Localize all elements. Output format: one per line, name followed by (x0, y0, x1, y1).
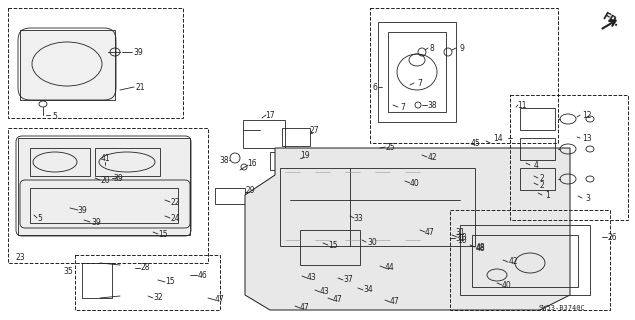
Text: 39: 39 (113, 173, 123, 182)
Bar (510, 95, 628, 220)
Text: 11: 11 (518, 100, 527, 109)
Text: 47: 47 (300, 303, 310, 313)
Text: 31: 31 (455, 228, 465, 236)
Text: 4: 4 (533, 161, 538, 170)
Bar (270, 152, 300, 170)
Bar (215, 188, 245, 204)
Bar (8, 128, 208, 263)
Text: 13: 13 (582, 133, 592, 142)
Text: 15: 15 (165, 277, 175, 286)
Text: 2: 2 (540, 173, 544, 182)
Text: 5: 5 (53, 111, 57, 121)
Bar (520, 108, 555, 130)
Bar (282, 128, 310, 146)
Text: 29: 29 (245, 186, 255, 195)
Text: 7: 7 (418, 78, 422, 87)
Text: 38: 38 (427, 100, 437, 109)
Text: 19: 19 (300, 150, 310, 159)
Text: 30: 30 (367, 237, 377, 246)
Text: 45: 45 (471, 139, 481, 148)
Text: 47: 47 (215, 295, 225, 305)
Text: 23: 23 (15, 252, 25, 261)
Text: 41: 41 (100, 154, 110, 163)
Polygon shape (18, 138, 190, 235)
Text: 33: 33 (353, 213, 363, 222)
Text: 31: 31 (455, 234, 465, 243)
Bar (243, 120, 285, 148)
Bar (280, 168, 475, 246)
Bar (82, 263, 112, 298)
Text: 25: 25 (385, 142, 395, 151)
Bar (378, 22, 456, 122)
Text: 10: 10 (457, 236, 467, 244)
Text: 22: 22 (170, 197, 180, 206)
Text: 46: 46 (197, 270, 207, 279)
Text: 43: 43 (320, 287, 330, 297)
Text: 27: 27 (309, 125, 319, 134)
Text: 16: 16 (247, 158, 257, 167)
Text: 39: 39 (133, 47, 143, 57)
Text: 39: 39 (77, 205, 87, 214)
Bar (370, 8, 558, 143)
Bar (472, 235, 578, 287)
Text: 42: 42 (427, 153, 437, 162)
Text: 8: 8 (430, 44, 434, 52)
Text: 3: 3 (585, 194, 591, 203)
Text: 37: 37 (343, 276, 353, 284)
Text: 21: 21 (135, 83, 145, 92)
Text: 9: 9 (460, 44, 464, 52)
Text: 39: 39 (91, 218, 101, 227)
Text: 38: 38 (219, 156, 229, 164)
Text: 48: 48 (475, 243, 485, 252)
Text: 7: 7 (401, 102, 405, 111)
Text: 47: 47 (390, 298, 400, 307)
Bar (388, 32, 446, 112)
Text: 48: 48 (475, 244, 485, 252)
Text: 6: 6 (373, 83, 377, 92)
Text: 15: 15 (328, 241, 338, 250)
Polygon shape (20, 30, 115, 100)
Text: 35: 35 (63, 268, 73, 276)
Bar (520, 138, 555, 160)
Text: 20: 20 (100, 175, 110, 185)
Bar (300, 230, 360, 265)
Text: 28: 28 (140, 263, 150, 273)
Polygon shape (245, 148, 570, 310)
Text: FR.: FR. (599, 11, 620, 29)
Text: 43: 43 (307, 274, 317, 283)
Text: 40: 40 (410, 179, 420, 188)
Text: 40: 40 (502, 281, 512, 290)
Text: 44: 44 (385, 263, 395, 273)
Text: 47: 47 (333, 295, 343, 305)
Bar (30, 188, 178, 223)
Bar (520, 168, 555, 190)
Text: 10: 10 (457, 233, 467, 242)
Bar (95, 148, 160, 176)
Text: 47: 47 (425, 228, 435, 236)
Text: 1: 1 (545, 190, 551, 199)
Bar (8, 8, 183, 118)
Bar (75, 255, 220, 310)
Text: 2: 2 (540, 180, 544, 189)
Text: 26: 26 (607, 233, 617, 242)
Text: 24: 24 (170, 213, 180, 222)
Text: 42: 42 (508, 258, 518, 267)
Text: 17: 17 (265, 110, 275, 119)
Text: SW53-B3740C: SW53-B3740C (538, 305, 585, 311)
Text: 34: 34 (363, 285, 373, 294)
Text: 15: 15 (158, 229, 168, 238)
Text: 12: 12 (582, 110, 592, 119)
Text: 5: 5 (37, 213, 43, 222)
Bar (450, 210, 610, 310)
Text: 32: 32 (153, 293, 163, 302)
Text: 14: 14 (493, 133, 503, 142)
Bar (30, 148, 90, 176)
Bar (460, 225, 590, 295)
